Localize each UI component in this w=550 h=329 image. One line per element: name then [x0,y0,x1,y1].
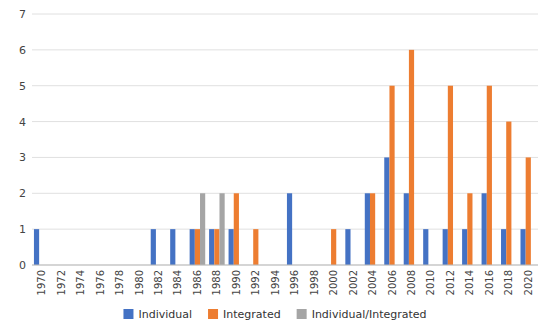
chart: 0 1 2 3 4 5 6 7 1970 1972 1974 1976 1978 1980 1982 1984… [0,0,550,329]
x-tick-label: 2014 [464,270,475,295]
legend: Individual Integrated Individual/Integrate… [123,308,426,321]
bar [365,193,370,265]
x-tick-label: 2004 [367,270,378,295]
grid-line [32,157,538,158]
x-tick-label: 1982 [153,270,164,295]
x-tick-label: 2008 [406,270,417,295]
y-tick-label: 4 [19,116,26,129]
x-tick-label: 2006 [387,270,398,295]
legend-swatch [297,309,307,319]
bar [209,229,214,265]
bar [234,193,239,265]
grid-line [32,49,538,50]
x-tick-label: 2020 [523,270,534,295]
grid [32,14,538,265]
x-tick-label: 2002 [348,270,359,295]
legend-item: Individual/Integrated [297,308,427,321]
bar [287,193,292,265]
x-tick-label: 2012 [445,270,456,295]
bar [200,193,205,265]
x-tick-label: 1994 [270,270,281,295]
grid-line [32,265,538,266]
bar [170,229,175,265]
x-tick-label: 1976 [95,270,106,295]
grid-line [32,193,538,194]
x-tick-label: 1978 [114,270,125,295]
bar [151,229,156,265]
bar [331,229,336,265]
bar [462,229,467,265]
y-tick-label: 6 [19,44,26,57]
bar [370,193,375,265]
bar [253,229,258,265]
legend-label: Integrated [223,308,281,321]
bar [219,193,224,265]
bar [520,229,525,265]
legend-item: Integrated [208,308,281,321]
y-tick-label: 3 [19,151,26,164]
y-tick-label: 2 [19,187,26,200]
grid-line [32,121,538,122]
x-tick-label: 2010 [425,270,436,295]
bar [501,229,506,265]
bars [34,50,531,265]
x-tick-label: 2018 [503,270,514,295]
bar [345,229,350,265]
bar [409,50,414,265]
x-tick-label: 1986 [192,270,203,295]
x-tick-label: 1980 [134,270,145,295]
bar [448,86,453,265]
y-tick-label: 1 [19,223,26,236]
bar [443,229,448,265]
bar [506,122,511,265]
bar [34,229,39,265]
bar [384,157,389,265]
x-tick-label: 1970 [36,270,47,295]
legend-label: Individual [138,308,192,321]
grid-line [32,14,538,15]
bar [229,229,234,265]
x-tick-label: 1972 [56,270,67,295]
legend-swatch [123,309,133,319]
legend-item: Individual [123,308,192,321]
x-tick-label: 1996 [289,270,300,295]
bar [467,193,472,265]
bar [482,193,487,265]
x-tick-label: 1984 [172,270,183,295]
bar [487,86,492,265]
bar [195,229,200,265]
bar [423,229,428,265]
bar [526,157,531,265]
bar [190,229,195,265]
x-tick-label: 1974 [75,270,86,295]
x-tick-label: 1998 [309,270,320,295]
legend-swatch [208,309,218,319]
bar [389,86,394,265]
x-tick-label: 2016 [484,270,495,295]
bar [214,229,219,265]
y-tick-label: 5 [19,80,26,93]
legend-label: Individual/Integrated [312,308,427,321]
y-tick-label: 7 [19,8,26,21]
x-tick-label: 1992 [250,270,261,295]
y-tick-label: 0 [19,259,26,272]
x-tick-label: 1988 [211,270,222,295]
x-tick-label: 1990 [231,270,242,295]
bar [404,193,409,265]
x-axis-line [32,265,538,266]
x-tick-label: 2000 [328,270,339,295]
grid-line [32,85,538,86]
